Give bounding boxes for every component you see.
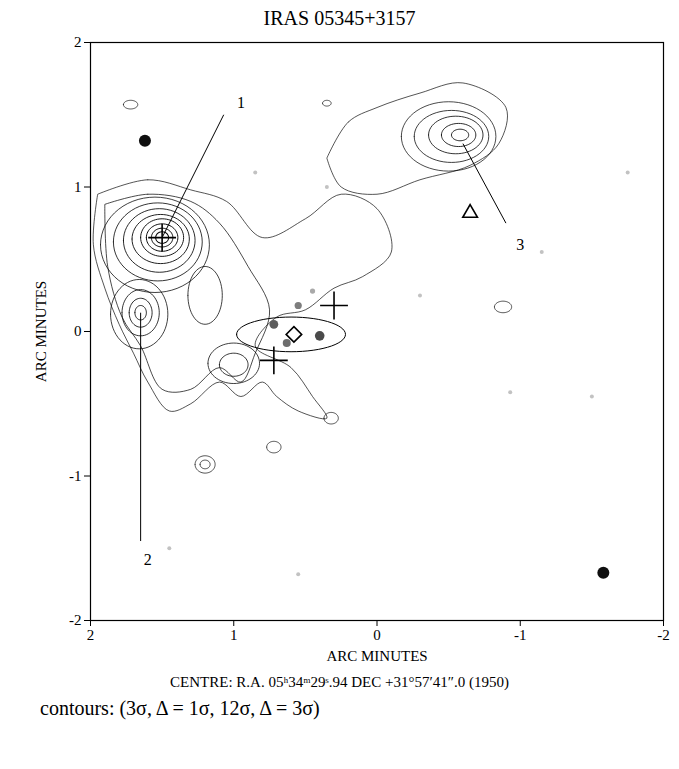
svg-text:1: 1 [230,627,238,643]
svg-text:-1: -1 [69,468,82,484]
svg-text:-2: -2 [657,627,670,643]
svg-text:-1: -1 [514,627,527,643]
svg-text:0: 0 [74,323,82,339]
svg-text:2: 2 [144,551,152,568]
svg-text:3: 3 [516,236,524,253]
svg-text:ARC MINUTES: ARC MINUTES [33,281,49,382]
svg-text:1: 1 [74,179,82,195]
svg-text:-2: -2 [69,612,82,628]
svg-text:2: 2 [87,627,95,643]
html-text:contours: (3σ, Δ = 1σ, 12σ, Δ: contours: (3σ, Δ = 1σ, 12σ, Δ = 3σ) [40,697,320,719]
html-text:IRAS 05345+3157: IRAS 05345+3157 [263,7,416,29]
svg-text:0: 0 [373,627,381,643]
svg-text:2: 2 [74,34,82,50]
html-text:CENTRE: R.A. 05ʰ34ᵐ29ˢ.94 DEC: CENTRE: R.A. 05ʰ34ᵐ29ˢ.94 DEC +31°57′41″… [170,674,509,690]
svg-text:ARC MINUTES: ARC MINUTES [326,648,427,664]
svg-text:1: 1 [237,94,245,111]
